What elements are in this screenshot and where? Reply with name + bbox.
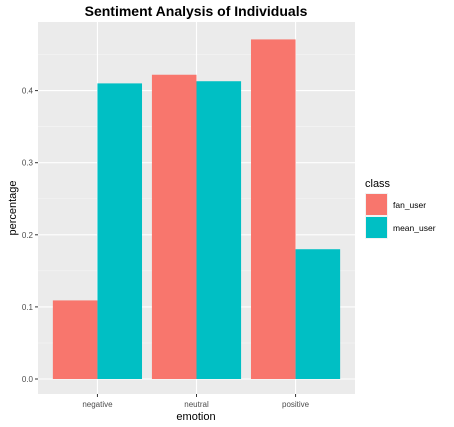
x-axis: negative neutral positive bbox=[82, 394, 310, 409]
y-tick-label: 0.1 bbox=[22, 303, 34, 312]
x-tick-label: neutral bbox=[184, 400, 209, 409]
legend-swatch-fan_user bbox=[366, 194, 387, 215]
legend-swatch-mean_user bbox=[366, 217, 387, 238]
y-tick-label: 0.0 bbox=[22, 375, 34, 384]
bars bbox=[52, 39, 341, 380]
legend-title: class bbox=[365, 178, 391, 190]
x-tick-label: positive bbox=[282, 400, 310, 409]
bar-mean_user-negative bbox=[97, 83, 143, 379]
legend-label-mean_user: mean_user bbox=[393, 223, 436, 233]
bar-fan_user-negative bbox=[52, 300, 98, 379]
y-tick-label: 0.3 bbox=[22, 159, 34, 168]
bar-fan_user-positive bbox=[250, 39, 296, 380]
y-axis-title: percentage bbox=[7, 180, 19, 235]
y-axis: 0.0 0.1 0.2 0.3 0.4 bbox=[22, 87, 38, 384]
x-axis-title: emotion bbox=[176, 411, 215, 423]
x-tick-label: negative bbox=[82, 400, 113, 409]
bar-mean_user-positive bbox=[295, 249, 341, 379]
y-tick-label: 0.2 bbox=[22, 231, 34, 240]
y-tick-label: 0.4 bbox=[22, 87, 34, 96]
chart-title: Sentiment Analysis of Individuals bbox=[85, 3, 308, 19]
legend-label-fan_user: fan_user bbox=[393, 200, 426, 210]
bar-mean_user-neutral bbox=[196, 81, 242, 380]
legend: class fan_user mean_user bbox=[365, 178, 436, 239]
bar-fan_user-neutral bbox=[151, 74, 197, 379]
